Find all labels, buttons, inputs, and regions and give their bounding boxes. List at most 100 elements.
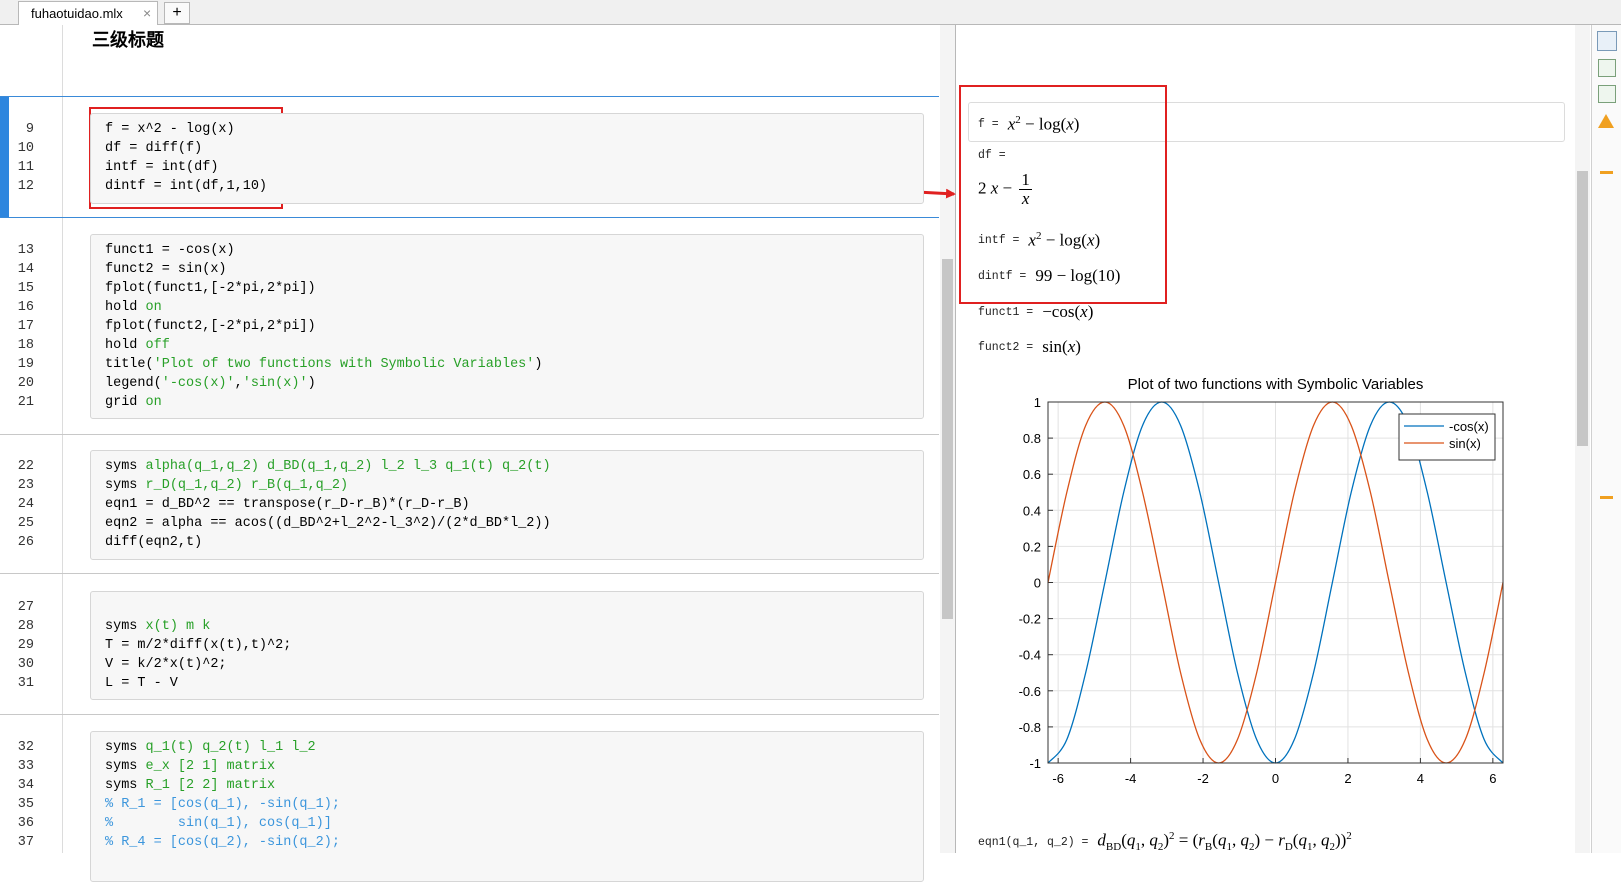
side-strip bbox=[1591, 25, 1621, 853]
x-tick-label: -4 bbox=[1125, 771, 1137, 786]
line-number: 28 bbox=[17, 619, 34, 634]
math-text: , bbox=[1312, 831, 1321, 851]
code-line: df = diff(f) bbox=[105, 139, 202, 158]
code-token: r_D(q_1,q_2) r_B(q_1,q_2) bbox=[145, 478, 349, 493]
code-token: x(t) m k bbox=[145, 619, 211, 634]
scroll-thumb[interactable] bbox=[1577, 171, 1588, 446]
subscript: 2 bbox=[1157, 841, 1164, 854]
tab-title[interactable]: fuhaotuidao.mlx bbox=[31, 6, 123, 21]
y-tick-label: -0.8 bbox=[1019, 720, 1041, 735]
math-text: − log( bbox=[1020, 114, 1067, 134]
code-token: V = k/2*x(t)^2; bbox=[105, 657, 227, 672]
line-number: 24 bbox=[17, 497, 34, 512]
y-tick-label: 1 bbox=[1034, 395, 1041, 410]
code-line: % sin(q_1), cos(q_1)] bbox=[105, 814, 332, 833]
scrollbar[interactable] bbox=[1575, 25, 1590, 853]
code-token: T = m/2*diff(x(t),t)^2; bbox=[105, 638, 292, 653]
math-text: q bbox=[1240, 831, 1249, 851]
code-token: diff(eqn2,t) bbox=[105, 535, 203, 550]
subscript: 1 bbox=[1226, 841, 1232, 854]
y-tick-label: -0.4 bbox=[1019, 648, 1041, 663]
code-token: % R_1 = [cos(q_1), -sin(q_1); bbox=[105, 797, 340, 812]
code-line: syms e_x [2 1] matrix bbox=[105, 757, 275, 776]
code-token: ) bbox=[307, 376, 316, 391]
math-text: x bbox=[1080, 302, 1088, 321]
code-line: % R_4 = [cos(q_2), -sin(q_2); bbox=[105, 833, 340, 852]
subscript: BD bbox=[1105, 841, 1122, 854]
math-text: − log( bbox=[1041, 230, 1087, 250]
x-tick-label: 4 bbox=[1417, 771, 1424, 786]
math-text: r bbox=[1198, 831, 1205, 851]
math-text: − bbox=[998, 177, 1017, 197]
new-tab-button[interactable]: + bbox=[164, 2, 190, 24]
tab[interactable]: fuhaotuidao.mlx × bbox=[18, 1, 158, 25]
tab-bar: fuhaotuidao.mlx × + bbox=[0, 0, 1621, 25]
math-text: ( bbox=[1121, 831, 1127, 851]
line-number: 11 bbox=[17, 160, 34, 175]
output-line: f = x2 − log(x) bbox=[978, 113, 1079, 135]
code-line: syms x(t) m k bbox=[105, 617, 210, 636]
line-number: 17 bbox=[17, 319, 34, 334]
line-number: 25 bbox=[17, 516, 34, 531]
superscript: 2 bbox=[1346, 830, 1352, 843]
superscript: 2 bbox=[1169, 830, 1175, 843]
code-token: syms bbox=[105, 619, 146, 634]
output-highlight bbox=[968, 102, 1565, 142]
line-number: 35 bbox=[17, 797, 34, 812]
math-expr: dBD(q1, q2)2 = (rB(q1, q2) − rD(q1, q2))… bbox=[1097, 830, 1351, 853]
math-text: = ( bbox=[1174, 831, 1199, 851]
math-text: q bbox=[1149, 831, 1158, 851]
warning-icon[interactable] bbox=[1597, 113, 1615, 129]
math-text: ) bbox=[1163, 831, 1170, 851]
code-block bbox=[90, 234, 924, 419]
math-expr: −cos(x) bbox=[1042, 302, 1093, 322]
code-token: on bbox=[145, 300, 162, 315]
layout-icon[interactable] bbox=[1597, 31, 1617, 51]
tab-close[interactable]: × bbox=[143, 5, 152, 21]
code-token: f = x^2 - log(x) bbox=[105, 122, 235, 137]
code-token: ) bbox=[534, 357, 543, 372]
code-line: dintf = int(df,1,10) bbox=[105, 177, 267, 196]
output-label: f = bbox=[978, 117, 999, 131]
superscript: 2 bbox=[1015, 113, 1021, 126]
gutter-line bbox=[62, 25, 63, 853]
math-expr: x2 − log(x) bbox=[1028, 230, 1100, 251]
subscript: 2 bbox=[1248, 841, 1255, 854]
output-line: eqn1(q_1, q_2) = dBD(q1, q2)2 = (rB(q1, q… bbox=[978, 830, 1352, 853]
code-token: e_x [2 1] matrix bbox=[145, 759, 276, 774]
section-separator bbox=[0, 96, 939, 97]
output-label: intf = bbox=[978, 233, 1020, 247]
highlight-box bbox=[959, 85, 1167, 304]
code-token: % R_4 = [cos(q_2), -sin(q_2); bbox=[105, 835, 340, 850]
line-number: 15 bbox=[17, 281, 34, 296]
layout-icon[interactable] bbox=[1598, 85, 1616, 103]
y-tick-label: 0.8 bbox=[1023, 431, 1041, 446]
code-token: grid bbox=[105, 395, 146, 410]
code-block bbox=[90, 450, 924, 560]
scroll-thumb[interactable] bbox=[942, 259, 953, 619]
math-text: x bbox=[1067, 337, 1076, 356]
line-number: 33 bbox=[17, 759, 34, 774]
output-label: funct2 = bbox=[978, 340, 1034, 354]
layout-icon[interactable] bbox=[1598, 59, 1616, 77]
superscript: 2 bbox=[1035, 229, 1042, 242]
warning-marker[interactable] bbox=[1600, 171, 1613, 174]
scrollbar[interactable] bbox=[940, 25, 955, 853]
math-text: q bbox=[1126, 831, 1136, 851]
line-number: 32 bbox=[17, 740, 34, 755]
output-label: df = bbox=[978, 148, 1006, 162]
line-number: 20 bbox=[17, 376, 34, 391]
code-token: off bbox=[145, 338, 170, 353]
subscript: 1 bbox=[1135, 841, 1141, 854]
code-line: grid on bbox=[105, 393, 162, 412]
code-token: intf = int(df) bbox=[105, 160, 219, 175]
line-number: 12 bbox=[17, 179, 34, 194]
output-label: dintf = bbox=[978, 269, 1027, 283]
code-token: eqn2 = alpha == acos((d_BD^2+l_2^2-l_3^2… bbox=[105, 516, 551, 531]
output-label: eqn1(q_1, q_2) = bbox=[978, 835, 1089, 849]
code-token: df = diff(f) bbox=[105, 141, 203, 156]
line-number: 37 bbox=[17, 835, 34, 850]
warning-marker[interactable] bbox=[1600, 496, 1613, 499]
y-tick-label: -0.2 bbox=[1019, 612, 1041, 627]
